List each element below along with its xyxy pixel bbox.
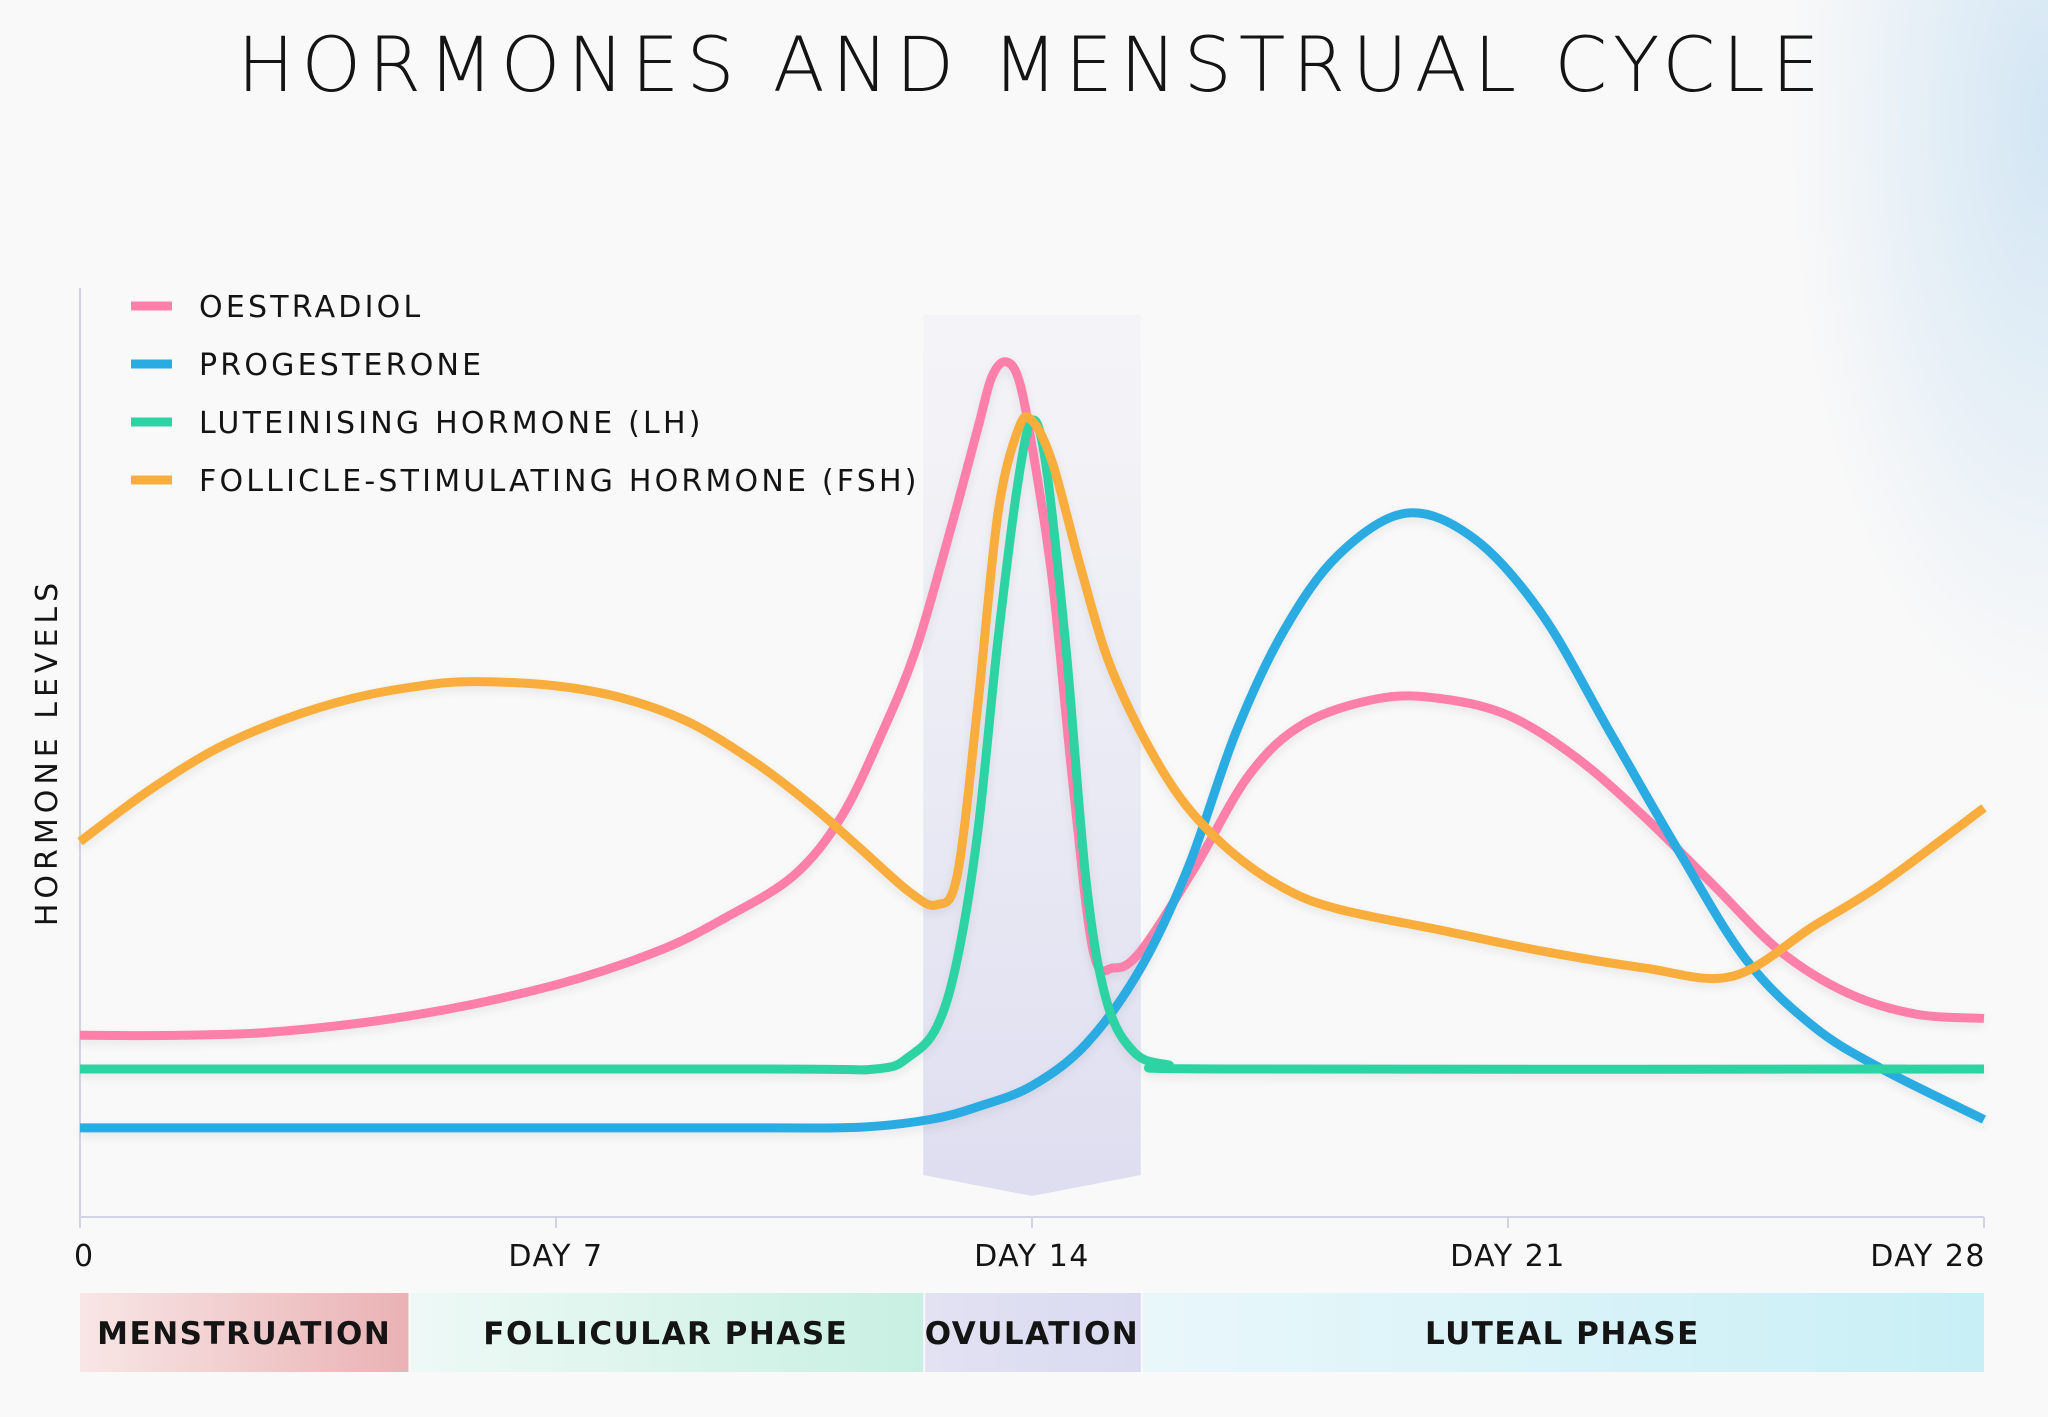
- series-line-4: [77, 412, 1987, 984]
- series-line-3: [80, 415, 1985, 1075]
- phase-block: [925, 1293, 1141, 1372]
- phase-label: MENSTRUATION: [97, 1316, 391, 1352]
- y-axis-label: HORMONE LEVELS: [30, 578, 65, 926]
- x-tick-label: DAY 28: [1870, 1239, 1986, 1274]
- x-tick-label: DAY 21: [1450, 1239, 1566, 1274]
- phase-block: [1142, 1293, 1984, 1372]
- chart-title: HORMONES AND MENSTRUAL CYCLE: [237, 20, 1826, 109]
- x-tick-label: DAY 14: [974, 1239, 1090, 1274]
- series-line-1: [79, 357, 1985, 1041]
- x-tick-label: 0: [74, 1239, 95, 1274]
- series-line-2: [80, 508, 1986, 1133]
- legend-label: OESTRADIOL: [199, 290, 423, 325]
- phase-block: [80, 1293, 409, 1372]
- x-tick-label: DAY 7: [508, 1239, 603, 1274]
- ovulation-band: [923, 315, 1141, 1196]
- phase-label: LUTEAL PHASE: [1425, 1316, 1700, 1352]
- legend-label: FOLLICLE-STIMULATING HORMONE (FSH): [199, 464, 920, 499]
- legend-label: PROGESTERONE: [199, 348, 484, 383]
- legend-label: LUTEINISING HORMONE (LH): [199, 406, 704, 441]
- phase-block: [410, 1293, 924, 1372]
- phase-label: OVULATION: [925, 1316, 1140, 1352]
- phase-label: FOLLICULAR PHASE: [483, 1316, 848, 1352]
